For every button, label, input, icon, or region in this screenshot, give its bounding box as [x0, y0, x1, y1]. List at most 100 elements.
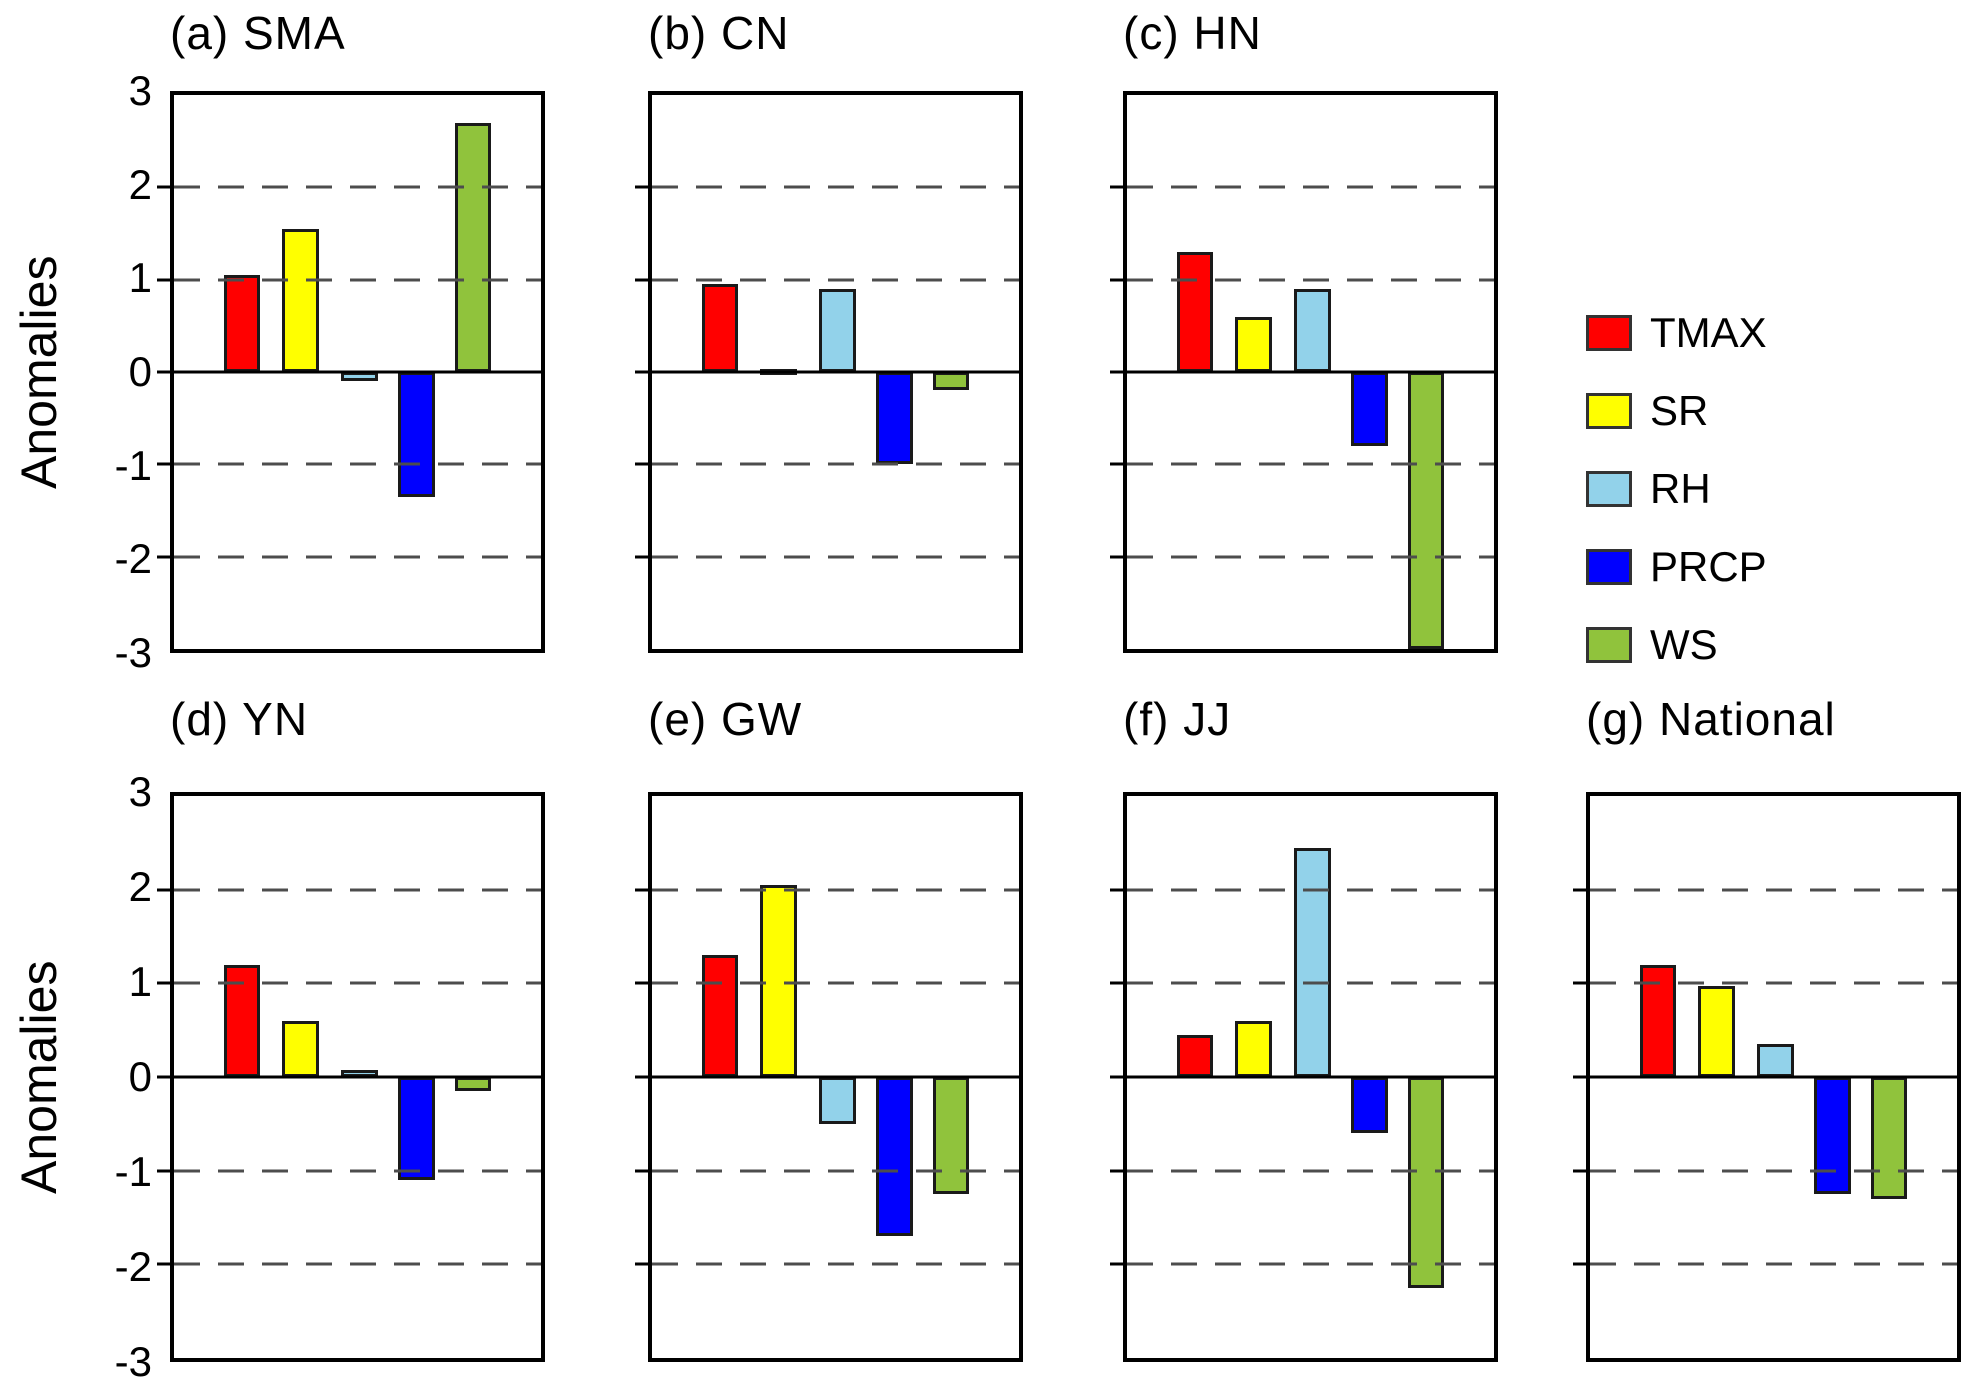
y-axis-tick-mark: [1110, 1262, 1123, 1266]
gridline: [174, 555, 541, 559]
panel-title-national: (g) National: [1586, 693, 1836, 745]
y-tick-label: 1: [128, 254, 152, 302]
gridline: [652, 1262, 1019, 1266]
y-axis-tick-mark: [635, 462, 648, 466]
bar-tmax: [1176, 251, 1214, 372]
bar-ws: [454, 1077, 492, 1092]
y-tick-label: 1: [128, 958, 152, 1005]
gridline: [1590, 1262, 1957, 1266]
y-axis-tick-mark: [157, 1169, 170, 1173]
y-axis-tick-mark: [157, 370, 170, 374]
bar-prcp: [397, 1077, 435, 1181]
gridline: [174, 888, 541, 892]
bar-ws: [932, 1077, 970, 1195]
sr-swatch-icon: [1586, 393, 1632, 429]
prcp-swatch-icon: [1586, 549, 1632, 585]
gridline: [174, 1262, 541, 1266]
y-tick-label: -3: [114, 629, 152, 676]
panel-title-sma: (a) SMA: [170, 7, 346, 59]
bar-ws: [1407, 1077, 1445, 1288]
y-axis-tick-mark: [1573, 1169, 1586, 1173]
y-axis-tick-mark: [635, 981, 648, 985]
bar-prcp: [875, 1077, 913, 1237]
y-axis-tick-mark: [635, 1075, 648, 1079]
y-axis-tick-mark: [635, 1169, 648, 1173]
plot-panel-jj: [1110, 792, 1498, 1362]
y-axis-tick-mark: [157, 278, 170, 282]
y-axis-tick-mark: [1573, 888, 1586, 892]
bar-prcp: [1350, 1077, 1388, 1134]
gridline: [1590, 1169, 1957, 1173]
gridline: [652, 278, 1019, 282]
bar-rh: [1293, 847, 1331, 1077]
y-axis-tick-mark: [1110, 462, 1123, 466]
y-axis-tick-mark: [635, 370, 648, 374]
ws-swatch-icon: [1586, 627, 1632, 663]
y-axis-tick-mark: [157, 462, 170, 466]
y-tick-label: 3: [128, 768, 152, 815]
bar-prcp: [1350, 372, 1388, 446]
y-tick-label: -1: [114, 441, 152, 489]
bar-sr: [1235, 316, 1272, 372]
zero-axis-line: [1127, 1075, 1494, 1079]
y-axis-tick-mark: [635, 185, 648, 189]
gridline: [1127, 185, 1494, 189]
plot-panel-gw: [635, 792, 1023, 1362]
legend-item-ws: WS: [1586, 621, 1767, 668]
gridline: [1127, 278, 1494, 282]
y-axis-tick-mark: [1110, 370, 1123, 374]
gridline: [174, 462, 541, 466]
zero-axis-line: [652, 370, 1019, 374]
y-axis-tick-mark: [1573, 981, 1586, 985]
gridline: [652, 981, 1019, 985]
y-axis-tick-mark: [157, 1262, 170, 1266]
panel-title-yn: (d) YN: [170, 693, 309, 745]
y-tick-label: 2: [128, 863, 152, 910]
bar-prcp: [397, 372, 435, 497]
y-axis-tick-mark: [1110, 888, 1123, 892]
gridline: [652, 185, 1019, 189]
gridline: [1127, 555, 1494, 559]
legend-label-prcp: PRCP: [1650, 543, 1767, 590]
gridline: [652, 555, 1019, 559]
y-tick-label: 0: [128, 348, 152, 395]
zero-axis-line: [1127, 370, 1494, 374]
y-tick-label: -2: [114, 535, 152, 583]
y-axis-ticks-row1: 3 2 1 0 -1 -2 -3: [56, 67, 152, 676]
legend-label-ws: WS: [1650, 621, 1718, 668]
y-axis-tick-mark: [1573, 1075, 1586, 1079]
y-axis-tick-mark: [1110, 185, 1123, 189]
gridline: [174, 278, 541, 282]
bar-sr: [1698, 986, 1735, 1077]
gridline: [1127, 981, 1494, 985]
y-axis-ticks-row2: 3 2 1 0 -1 -2 -3: [56, 768, 152, 1381]
y-axis-tick-mark: [1110, 1075, 1123, 1079]
plot-panel-cn: [635, 91, 1023, 653]
panel-title-hn: (c) HN: [1123, 7, 1262, 59]
gridline: [1590, 981, 1957, 985]
panel-title-cn: (b) CN: [648, 7, 790, 59]
gridline: [652, 888, 1019, 892]
plot-panel-yn: [157, 792, 545, 1362]
gridline: [1127, 1169, 1494, 1173]
y-axis-tick-mark: [157, 888, 170, 892]
gridline: [174, 185, 541, 189]
gridline: [1127, 462, 1494, 466]
panel-title-gw: (e) GW: [648, 693, 803, 745]
gridline: [652, 1169, 1019, 1173]
y-tick-label: -2: [114, 1243, 152, 1290]
bar-tmax: [223, 275, 261, 372]
y-tick-label: 2: [128, 160, 152, 208]
y-axis-tick-mark: [1110, 278, 1123, 282]
y-axis-tick-mark: [157, 185, 170, 189]
legend-label-rh: RH: [1650, 465, 1711, 512]
bar-prcp: [1813, 1077, 1851, 1195]
bar-prcp: [875, 372, 913, 465]
panel-title-jj: (f) JJ: [1123, 693, 1232, 745]
y-axis-tick-mark: [157, 981, 170, 985]
y-axis-tick-mark: [1573, 1262, 1586, 1266]
bar-sr: [282, 1020, 319, 1077]
y-tick-label: 0: [128, 1053, 152, 1100]
legend-item-prcp: PRCP: [1586, 543, 1767, 590]
